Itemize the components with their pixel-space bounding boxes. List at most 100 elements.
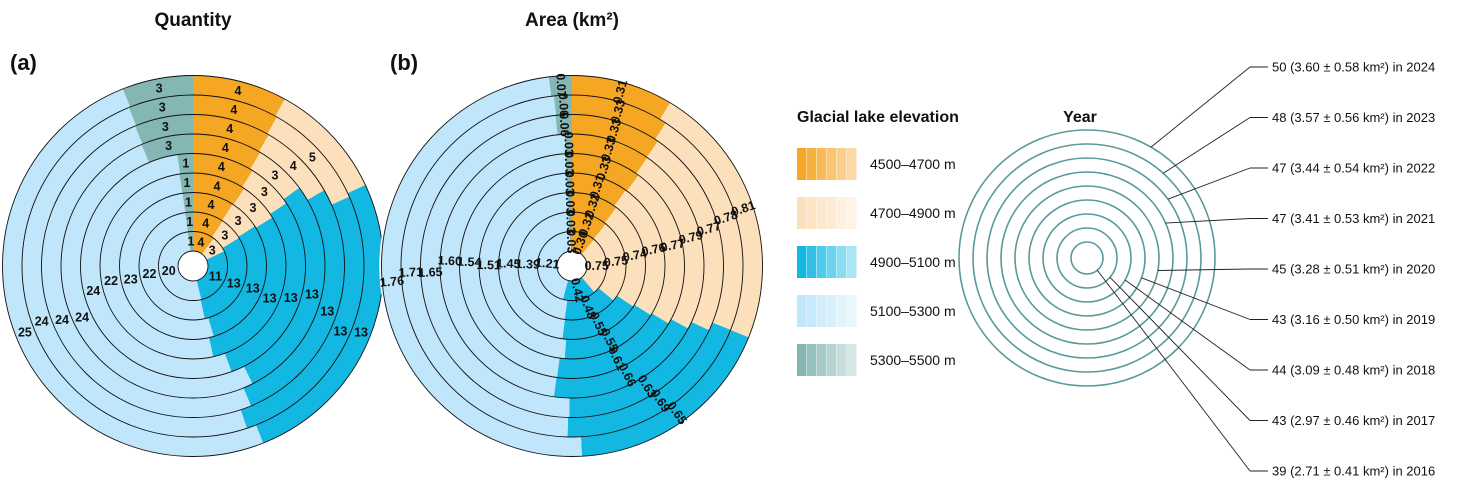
sector-2020-4700-4900	[242, 170, 287, 214]
value-label-2023-5100-5300: 1.71	[398, 265, 423, 280]
legend-swatch	[797, 148, 857, 180]
ring-boundary-4	[478, 172, 666, 360]
ring-boundary-6	[439, 133, 705, 399]
sector-2022-5300-5500	[555, 114, 572, 135]
legend-swatch	[797, 295, 857, 327]
year-entry-2022: 47 (3.44 ± 0.54 km²) in 2022	[1272, 161, 1435, 176]
value-label-2016-4900-5100: 11	[209, 270, 222, 284]
value-label-2017-4700-4900: 3	[221, 228, 228, 242]
sector-2020-4700-4900	[626, 175, 685, 324]
legend-swatch-band	[847, 344, 857, 376]
legend-swatch-band	[797, 197, 807, 229]
sector-2023-4700-4900	[655, 123, 743, 330]
year-ring-2022	[1042, 213, 1132, 303]
year-ring-2018	[986, 157, 1188, 359]
year-leader-line	[1124, 279, 1251, 371]
value-label-2023-5100-5300: 24	[35, 315, 49, 329]
sector-2024-4700-4900	[660, 102, 763, 338]
value-label-2020-4900-5100: 13	[284, 291, 298, 305]
value-label-2024-4500-4700: 4	[234, 84, 241, 98]
value-label-2018-5300-5500: 0.03	[563, 190, 578, 215]
value-label-2019-5100-5300: 22	[104, 274, 118, 288]
sector-2024-4700-4900	[275, 99, 366, 194]
value-label-2022-4700-4900: 4	[290, 159, 297, 173]
sector-2017-4700-4900	[212, 220, 240, 249]
year-leader-line	[1163, 117, 1251, 174]
value-label-2022-4900-5100: 13	[320, 305, 334, 319]
legend-swatch-band	[807, 148, 817, 180]
value-label-2017-4900-5100: 13	[227, 276, 241, 290]
year-legend: 50 (3.60 ± 0.58 km²) in 2024 48 (3.57 ± 0…	[958, 60, 1435, 479]
value-label-2019-5100-5300: 1.51	[477, 258, 502, 272]
value-label-2024-5300-5500: 3	[156, 81, 163, 95]
sector-2022-4500-4700	[193, 114, 269, 152]
value-label-2021-5100-5300: 24	[75, 310, 89, 324]
sector-2017-5100-5300	[139, 212, 205, 320]
sector-2018-4700-4900	[604, 207, 646, 307]
year-entry-2016: 39 (2.71 ± 0.41 km²) in 2016	[1272, 464, 1435, 479]
legend-swatch-band	[837, 197, 847, 229]
year-leader-line	[1150, 66, 1251, 148]
year-leader-line	[1157, 268, 1251, 271]
sector-2017-5300-5500	[568, 212, 572, 232]
legend-item-4900-5100: 4900–5100 m	[797, 246, 956, 278]
sector-2024-4500-4700	[193, 75, 285, 117]
ring-boundary-5	[459, 153, 685, 379]
elevation-legend-title: Glacial lake elevation	[797, 109, 959, 126]
sector-2019-4500-4700	[572, 173, 626, 207]
sector-2019-4900-5100	[564, 304, 651, 359]
legend-swatch-band	[817, 148, 827, 180]
value-label-2019-4900-5100: 13	[263, 292, 277, 306]
legend-swatch-band	[847, 295, 857, 327]
sector-2020-5300-5500	[565, 153, 572, 174]
year-leader-line	[1167, 167, 1251, 200]
value-label-2023-4700-4900: 0.78	[712, 207, 739, 228]
value-label-2022-4700-4900: 0.77	[695, 219, 722, 239]
sector-2019-5300-5500	[179, 173, 193, 194]
legend-swatch-band	[837, 344, 847, 376]
legend-swatch	[797, 197, 857, 229]
legend-swatch-band	[827, 246, 837, 278]
value-label-2021-4500-4700: 4	[222, 141, 229, 155]
sector-2023-4500-4700	[572, 95, 666, 140]
value-label-2023-4500-4700: 0.33	[608, 98, 628, 125]
year-leader-line	[1165, 218, 1251, 224]
area-radial-chart: 0.300.750.421.210.030.320.750.481.390.03…	[379, 73, 765, 459]
value-label-2022-4500-4700: 4	[226, 122, 233, 136]
sector-2023-4500-4700	[193, 95, 277, 134]
sector-2017-4900-5100	[200, 237, 247, 319]
sector-2017-5300-5500	[185, 212, 193, 232]
value-label-2021-5300-5500: 3	[165, 139, 172, 153]
year-entry-2019: 43 (3.16 ± 0.50 km²) in 2019	[1272, 312, 1435, 327]
value-label-2019-5300-5500: 1	[183, 176, 190, 190]
ring-boundary-5	[80, 153, 306, 379]
value-label-2018-4700-4900: 0.74	[622, 246, 648, 264]
legend-swatch-band	[827, 344, 837, 376]
sector-2024-4500-4700	[572, 75, 671, 120]
year-ring-2016	[958, 129, 1216, 387]
ring-boundary-9	[381, 75, 763, 457]
sector-2019-4500-4700	[193, 173, 245, 205]
sector-2019-5100-5300	[478, 173, 568, 359]
legend-swatch-band	[817, 246, 827, 278]
elevation-legend: 4500–4700 m 4700–4900 m 4900–5100 m 5100–53…	[797, 148, 956, 376]
sector-2020-5300-5500	[177, 153, 193, 174]
sector-2023-5100-5300	[401, 95, 569, 437]
legend-swatch	[797, 246, 857, 278]
sector-2017-4700-4900	[593, 223, 626, 301]
legend-swatch-band	[807, 197, 817, 229]
value-label-2019-4500-4700: 4	[214, 179, 221, 193]
legend-swatch-band	[817, 344, 827, 376]
sector-2018-4500-4700	[193, 192, 233, 221]
value-label-2023-5300-5500: 3	[159, 101, 166, 115]
sector-2019-5300-5500	[566, 173, 572, 193]
legend-swatch-band	[797, 148, 807, 180]
sector-2018-5300-5500	[567, 192, 572, 213]
quantity-radial-chart: 4311201431322143132314313221431324143132…	[0, 73, 386, 459]
sector-2019-5100-5300	[99, 173, 214, 360]
value-label-2021-4500-4700: 0.33	[598, 136, 619, 163]
year-leader-line	[1109, 276, 1251, 421]
sector-2017-4900-5100	[564, 288, 614, 320]
value-label-2024-4900-5100: 13	[354, 326, 368, 340]
